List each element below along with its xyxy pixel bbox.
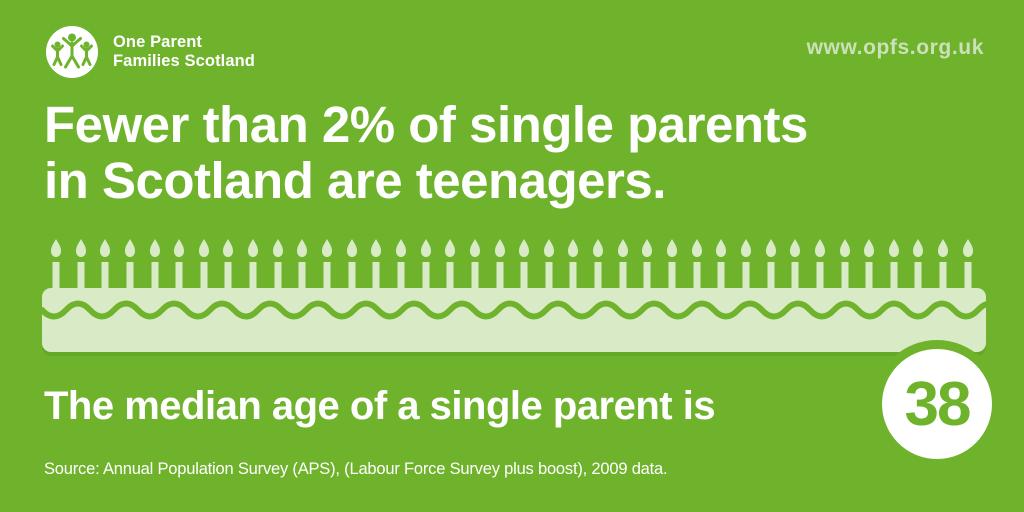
candle-icon bbox=[542, 238, 556, 288]
candle-icon bbox=[493, 238, 507, 288]
candle-icon bbox=[345, 238, 359, 288]
median-age-value: 38 bbox=[904, 369, 972, 439]
family-figures-icon bbox=[44, 24, 100, 80]
candle-icon bbox=[49, 238, 63, 288]
candle-icon bbox=[764, 238, 778, 288]
candle-icon bbox=[517, 238, 531, 288]
candle-icon bbox=[98, 238, 112, 288]
candle-icon bbox=[468, 238, 482, 288]
logo-text-line2: Families Scotland bbox=[113, 52, 255, 70]
candle-icon bbox=[936, 238, 950, 288]
candle-icon bbox=[320, 238, 334, 288]
candle-icon bbox=[591, 238, 605, 288]
candle-icon bbox=[813, 238, 827, 288]
candle-icon bbox=[862, 238, 876, 288]
logo: One Parent Families Scotland bbox=[44, 24, 255, 80]
candle-icon bbox=[838, 238, 852, 288]
candle-icon bbox=[419, 238, 433, 288]
candle-icon bbox=[197, 238, 211, 288]
logo-text: One Parent Families Scotland bbox=[113, 33, 255, 71]
cake-wave-path bbox=[42, 300, 986, 320]
candle-icon bbox=[221, 238, 235, 288]
candle-icon bbox=[369, 238, 383, 288]
candle-icon bbox=[714, 238, 728, 288]
cake-icing-wave bbox=[42, 300, 986, 320]
candle-icon bbox=[961, 238, 975, 288]
candle-icon bbox=[246, 238, 260, 288]
candle-row bbox=[49, 238, 975, 288]
website-url: www.opfs.org.uk bbox=[806, 36, 984, 59]
candle-icon bbox=[690, 238, 704, 288]
candle-icon bbox=[640, 238, 654, 288]
birthday-cake bbox=[42, 288, 986, 352]
candle-icon bbox=[739, 238, 753, 288]
candle-icon bbox=[74, 238, 88, 288]
source-note: Source: Annual Population Survey (APS), … bbox=[44, 460, 668, 478]
candle-icon bbox=[295, 238, 309, 288]
candle-icon bbox=[172, 238, 186, 288]
headline-line1: Fewer than 2% of single parents bbox=[44, 96, 808, 153]
candle-icon bbox=[887, 238, 901, 288]
candle-icon bbox=[443, 238, 457, 288]
candle-icon bbox=[394, 238, 408, 288]
candle-icon bbox=[616, 238, 630, 288]
candle-icon bbox=[123, 238, 137, 288]
candle-icon bbox=[148, 238, 162, 288]
candle-icon bbox=[566, 238, 580, 288]
candle-icon bbox=[665, 238, 679, 288]
median-age-badge: 38 bbox=[882, 349, 992, 459]
headline: Fewer than 2% of single parents in Scotl… bbox=[44, 97, 808, 209]
candle-icon bbox=[911, 238, 925, 288]
headline-line2: in Scotland are teenagers. bbox=[44, 152, 666, 209]
logo-text-line1: One Parent bbox=[113, 33, 203, 51]
candle-icon bbox=[788, 238, 802, 288]
candle-icon bbox=[271, 238, 285, 288]
statement-text: The median age of a single parent is bbox=[44, 384, 716, 428]
